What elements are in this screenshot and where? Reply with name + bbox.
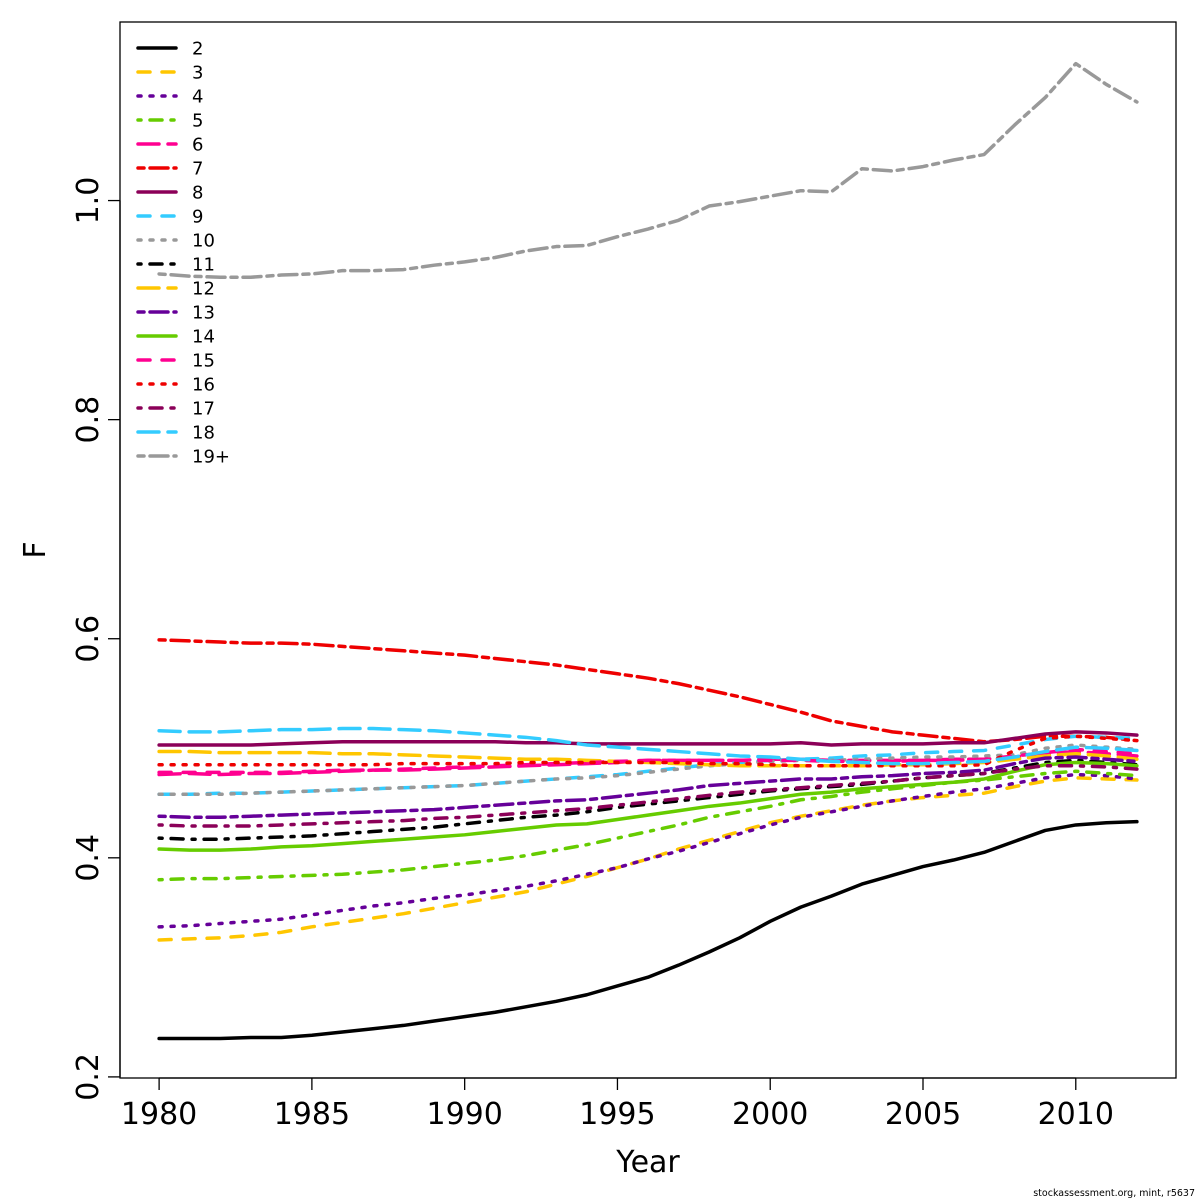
legend-label: 11 [192, 255, 215, 276]
legend-item-18: 18 [136, 423, 215, 444]
y-tick-label: 0.2 [71, 1053, 106, 1101]
legend-item-16: 16 [136, 375, 215, 396]
series-line-16 [157, 734, 1139, 768]
x-tick-label: 2010 [1038, 1097, 1114, 1132]
series-line-7 [157, 638, 1139, 744]
legend-label: 6 [192, 135, 203, 156]
legend-item-17: 17 [136, 399, 215, 420]
y-tick-label: 0.4 [71, 834, 106, 882]
series-line-8 [157, 730, 1139, 747]
y-tick-label: 1.0 [71, 177, 106, 225]
legend-label: 5 [192, 111, 203, 132]
legend-item-15: 15 [136, 351, 215, 372]
legend-label: 8 [192, 183, 203, 204]
y-axis-title: F [18, 541, 53, 558]
legend-item-9: 9 [136, 207, 203, 228]
series-line-14 [157, 760, 1139, 852]
legend: 2 3 4 5 6 7 8 9 10 11 12 13 14 15 16 17 18 19+ [136, 39, 230, 468]
legend-label: 19+ [192, 447, 230, 468]
legend-item-19-plus: 19+ [136, 447, 230, 468]
series-layer [157, 61, 1139, 1041]
legend-label: 16 [192, 375, 215, 396]
series-line-13 [157, 755, 1139, 820]
series-line-4 [157, 772, 1139, 929]
series-line-17 [157, 764, 1139, 828]
series-line-2 [157, 819, 1139, 1041]
y-tick-label: 0.6 [71, 615, 106, 663]
legend-label: 13 [192, 303, 215, 324]
series-line-15 [157, 747, 1139, 775]
legend-item-2: 2 [136, 39, 203, 60]
legend-label: 9 [192, 207, 203, 228]
legend-item-12: 12 [136, 279, 215, 300]
legend-label: 4 [192, 87, 203, 108]
x-tick-label: 2000 [732, 1097, 808, 1132]
legend-item-11: 11 [136, 255, 215, 276]
x-axis: 1980 1985 1990 1995 2000 2005 2010 [121, 1077, 1114, 1132]
legend-label: 18 [192, 423, 215, 444]
footer-credit: stockassessment.org, mint, r5637 [1033, 1188, 1195, 1199]
y-tick-label: 0.8 [71, 396, 106, 444]
x-tick-label: 2005 [885, 1097, 961, 1132]
legend-item-5: 5 [136, 111, 203, 132]
series-line-10 [157, 743, 1139, 797]
series-line-9 [157, 734, 1139, 797]
legend-item-3: 3 [136, 63, 203, 84]
x-tick-label: 1995 [579, 1097, 655, 1132]
legend-label: 7 [192, 159, 203, 180]
x-tick-label: 1980 [121, 1097, 197, 1132]
series-line-19-plus [157, 61, 1139, 279]
y-axis: 0.2 0.4 0.6 0.8 1.0 [71, 177, 121, 1101]
legend-item-4: 4 [136, 87, 203, 108]
legend-label: 3 [192, 63, 203, 84]
legend-item-6: 6 [136, 135, 203, 156]
legend-item-7: 7 [136, 159, 203, 180]
legend-label: 12 [192, 279, 215, 300]
legend-label: 2 [192, 39, 203, 60]
legend-label: 17 [192, 399, 215, 420]
legend-item-8: 8 [136, 183, 203, 204]
x-tick-label: 1985 [274, 1097, 350, 1132]
legend-label: 10 [192, 231, 215, 252]
series-line-18 [157, 726, 1139, 766]
legend-item-10: 10 [136, 231, 215, 252]
legend-label: 15 [192, 351, 215, 372]
legend-label: 14 [192, 327, 215, 348]
x-tick-label: 1990 [426, 1097, 502, 1132]
x-axis-title: Year [615, 1145, 680, 1180]
legend-item-13: 13 [136, 303, 215, 324]
legend-item-14: 14 [136, 327, 215, 348]
